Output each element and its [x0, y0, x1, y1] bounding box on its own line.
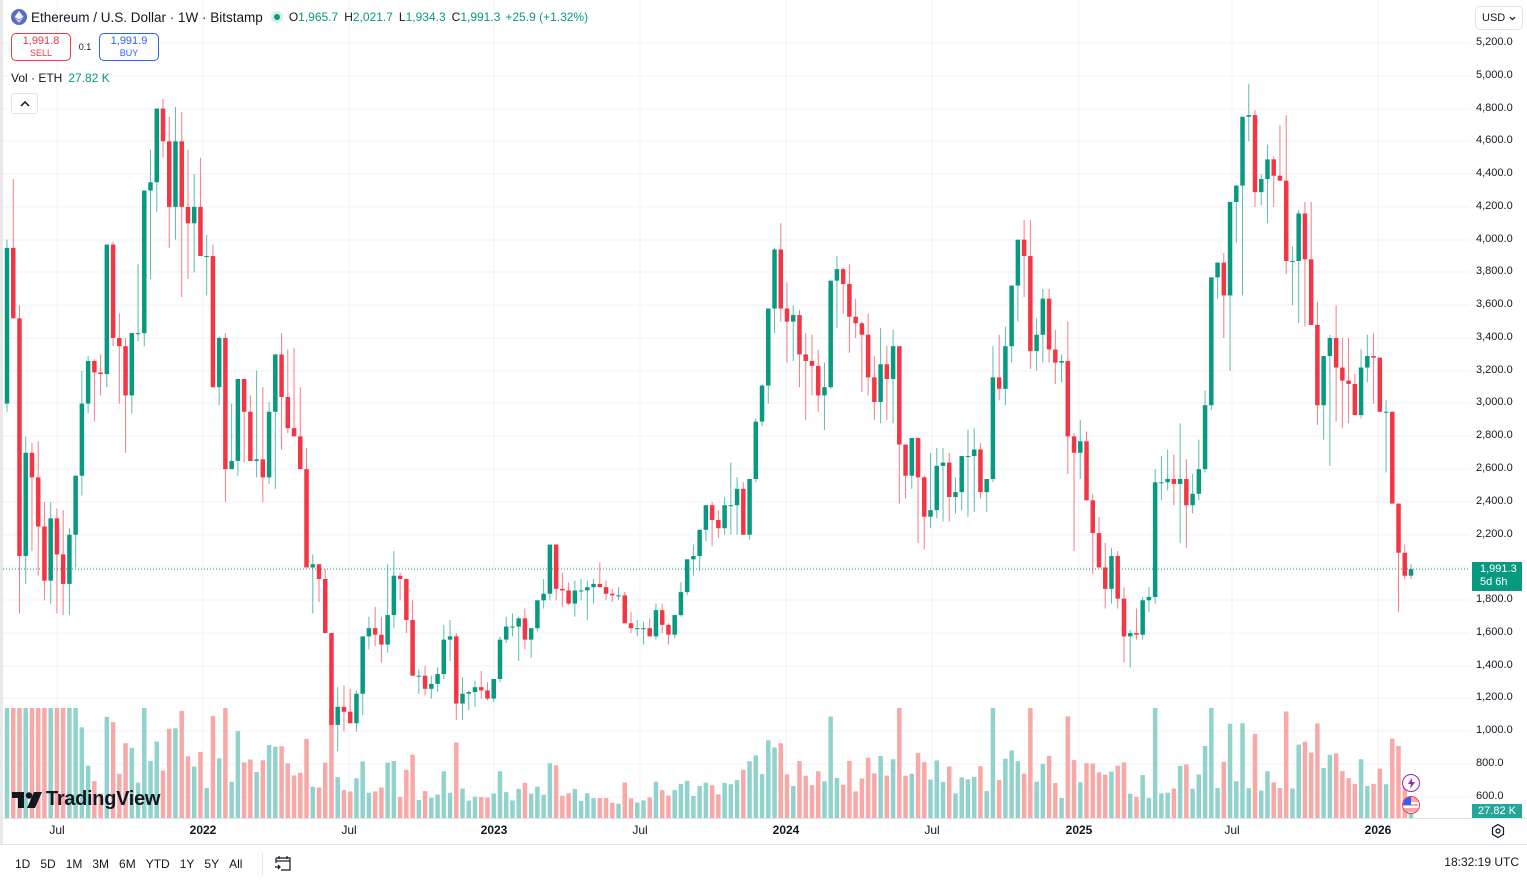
time-axis-label: 2023	[480, 823, 508, 837]
us-flag-event-icon[interactable]	[1402, 796, 1420, 814]
price-axis-label: 3,600.0	[1476, 298, 1513, 310]
price-axis-label: 800.0	[1476, 757, 1504, 769]
volume-legend[interactable]: Vol · ETH 27.82 K	[11, 71, 110, 85]
price-axis-label: 4,200.0	[1476, 200, 1513, 212]
range-button-1m[interactable]: 1M	[65, 857, 83, 871]
ohlc-open-key: O	[288, 10, 299, 24]
symbol-legend: Ethereum / U.S. Dollar · 1W · Bitstamp O…	[11, 8, 588, 26]
range-button-6m[interactable]: 6M	[119, 857, 136, 871]
price-axis-label: 3,800.0	[1476, 265, 1513, 277]
price-axis-label: 4,600.0	[1476, 134, 1513, 146]
price-axis-label: 3,200.0	[1476, 364, 1513, 376]
volume-label: Vol · ETH	[11, 71, 63, 85]
price-axis-label: 5,000.0	[1476, 69, 1513, 81]
time-axis-label: Jul	[632, 823, 648, 837]
utc-clock[interactable]: 18:32:19 UTC	[1444, 855, 1519, 869]
chevron-down-icon	[1509, 16, 1516, 20]
time-axis-label: 2022	[189, 823, 217, 837]
settings-icon[interactable]	[1490, 823, 1506, 839]
bottom-toolbar: 1D 5D 1M 3M 6M YTD 1Y 5Y All 18:32:19 UTC	[0, 844, 1527, 883]
tradingview-wordmark: TradingView	[46, 788, 161, 810]
range-button-1d[interactable]: 1D	[15, 857, 31, 871]
time-axis-label: Jul	[341, 823, 357, 837]
price-axis-label: 3,000.0	[1476, 396, 1513, 408]
range-button-5y[interactable]: 5Y	[204, 857, 220, 871]
time-axis-label: 2024	[772, 823, 800, 837]
sell-label: SELL	[29, 48, 53, 58]
price-axis-label: 3,400.0	[1476, 331, 1513, 343]
range-button-all[interactable]: All	[229, 857, 243, 871]
ohlc-values: O1,965.7 H2,021.7 L1,934.3 C1,991.3	[289, 10, 501, 24]
ohlc-close-value: 1,991.3	[460, 10, 501, 24]
sell-button[interactable]: 1,991.8 SELL	[11, 33, 71, 61]
toolbar-divider	[262, 853, 263, 875]
price-axis-label: 600.0	[1476, 790, 1504, 802]
price-axis-label: 1,200.0	[1476, 691, 1513, 703]
time-axis-label: Jul	[924, 823, 940, 837]
volume-badge: 27.82 K	[1472, 804, 1522, 818]
tradingview-logo-icon	[12, 791, 42, 808]
ethereum-icon	[11, 9, 27, 25]
ohlc-low-value: 1,934.3	[405, 10, 446, 24]
left-edge	[0, 0, 3, 882]
range-button-1y[interactable]: 1Y	[179, 857, 195, 871]
volume-value: 27.82 K	[68, 71, 110, 85]
trade-panel: 1,991.8 SELL 0.1 1,991.9 BUY	[11, 33, 159, 61]
currency-value: USD	[1482, 12, 1506, 24]
range-buttons: 1D 5D 1M 3M 6M YTD 1Y 5Y All	[10, 855, 247, 873]
sell-price: 1,991.8	[22, 35, 60, 47]
price-axis-label: 2,600.0	[1476, 462, 1513, 474]
last-price-value: 1,991.3	[1480, 563, 1517, 575]
range-button-5d[interactable]: 5D	[40, 857, 56, 871]
price-axis-label: 5,200.0	[1476, 36, 1513, 48]
buy-price: 1,991.9	[110, 35, 148, 47]
ohlc-high-key: H	[344, 10, 353, 24]
currency-select[interactable]: USD	[1475, 6, 1523, 30]
range-button-ytd[interactable]: YTD	[145, 857, 170, 871]
price-axis-label: 4,800.0	[1476, 102, 1513, 114]
lightning-event-icon[interactable]	[1402, 774, 1420, 792]
time-axis-label: 2026	[1364, 823, 1392, 837]
price-axis-label: 1,000.0	[1476, 724, 1513, 736]
price-axis-label: 1,400.0	[1476, 659, 1513, 671]
ohlc-high-value: 2,021.7	[352, 10, 393, 24]
chevron-up-icon	[19, 100, 30, 107]
ohlc-low-key: L	[398, 10, 406, 24]
market-open-icon	[270, 11, 283, 23]
tradingview-logo[interactable]: TradingView	[12, 788, 160, 811]
price-axis-label: 1,600.0	[1476, 626, 1513, 638]
price-chart[interactable]	[0, 0, 1527, 844]
time-axis-label: Jul	[1224, 823, 1240, 837]
time-axis-label: Jul	[49, 823, 65, 837]
price-change: +25.9 (+1.32%)	[505, 10, 589, 24]
time-axis-label: 2025	[1065, 823, 1093, 837]
price-axis-label: 2,200.0	[1476, 528, 1513, 540]
price-axis-label: 4,400.0	[1476, 167, 1513, 179]
last-price-label: 1,991.3 5d 6h	[1472, 562, 1522, 591]
range-button-3m[interactable]: 3M	[92, 857, 110, 871]
go-to-date-icon[interactable]	[273, 853, 293, 873]
symbol-title[interactable]: Ethereum / U.S. Dollar · 1W · Bitstamp	[31, 9, 263, 25]
price-axis-label: 2,400.0	[1476, 495, 1513, 507]
ohlc-open-value: 1,965.7	[298, 10, 339, 24]
bar-countdown: 5d 6h	[1480, 576, 1508, 588]
price-axis-label: 1,800.0	[1476, 593, 1513, 605]
ohlc-close-key: C	[451, 10, 461, 24]
price-axis-label: 4,000.0	[1476, 233, 1513, 245]
spread-value: 0.1	[78, 42, 92, 52]
collapse-legend-button[interactable]	[11, 93, 38, 114]
buy-button[interactable]: 1,991.9 BUY	[99, 33, 159, 61]
price-axis-label: 2,800.0	[1476, 429, 1513, 441]
buy-label: BUY	[119, 48, 139, 58]
